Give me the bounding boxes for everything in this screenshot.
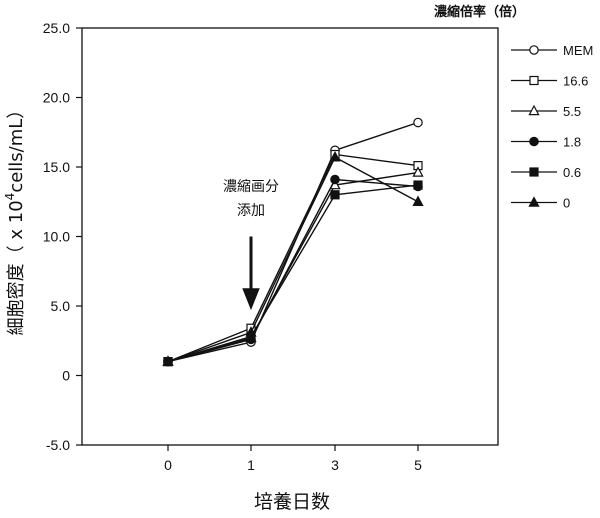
x-tick-label: 3 xyxy=(331,457,339,473)
legend-marker xyxy=(528,104,540,116)
series-line xyxy=(167,156,419,363)
legend-label: MEM xyxy=(563,43,593,58)
series-0.6 xyxy=(163,180,423,367)
y-axis-title: 細胞密度（ x 104cells/mL） xyxy=(3,101,27,336)
legend: 濃縮倍率（倍） MEM 16.6 5.5 1.8 0.6 0 xyxy=(434,4,593,211)
data-point xyxy=(330,174,340,185)
x-tick-label: 0 xyxy=(164,457,172,473)
legend-marker xyxy=(529,45,539,55)
x-axis-title: 培養日数 xyxy=(254,491,330,513)
legend-item-1.8: 1.8 xyxy=(511,135,581,150)
y-tick-label: 5.0 xyxy=(51,298,71,314)
y-tick-label: 10.0 xyxy=(43,229,70,245)
data-point xyxy=(412,195,424,206)
legend-item-MEM: MEM xyxy=(511,43,593,58)
data-point xyxy=(412,166,424,177)
legend-label: 16.6 xyxy=(563,74,588,89)
legend-marker xyxy=(529,167,539,177)
legend-item-16.6: 16.6 xyxy=(511,74,588,89)
legend-item-0: 0 xyxy=(511,196,570,211)
y-tick-label: 20.0 xyxy=(43,90,70,106)
y-axis: -5.0 0 5.0 10.0 15.0 20.0 25.0 xyxy=(43,20,82,453)
legend-label: 1.8 xyxy=(563,135,581,150)
annotation-arrow-head xyxy=(242,288,260,311)
series-line xyxy=(167,171,419,363)
data-point xyxy=(245,326,257,337)
legend-label: 0 xyxy=(563,196,570,211)
data-point xyxy=(162,355,174,366)
series-group xyxy=(162,117,424,367)
data-point xyxy=(329,150,341,162)
series-line xyxy=(167,178,419,363)
x-axis: 0 1 3 5 xyxy=(164,445,422,473)
legend-title: 濃縮倍率（倍） xyxy=(434,4,525,20)
data-point xyxy=(413,180,423,190)
legend-item-5.5: 5.5 xyxy=(511,104,581,119)
legend-marker xyxy=(528,196,540,207)
plot-area xyxy=(81,27,499,446)
legend-item-0.6: 0.6 xyxy=(511,165,581,180)
data-point xyxy=(413,117,423,128)
series-line xyxy=(167,153,419,363)
legend-label: 5.5 xyxy=(563,104,581,119)
legend-marker xyxy=(529,136,539,147)
y-tick-label: 25.0 xyxy=(43,20,70,36)
y-tick-label: 15.0 xyxy=(43,159,70,175)
y-tick-label: 0 xyxy=(62,368,70,384)
series-1.8 xyxy=(163,174,423,367)
series-line xyxy=(167,184,419,363)
legend-label: 0.6 xyxy=(563,165,581,180)
legend-marker xyxy=(529,75,539,86)
plot-frame xyxy=(81,27,499,446)
series-0 xyxy=(162,150,424,366)
y-tick-label: -5.0 xyxy=(46,437,70,453)
data-point xyxy=(330,190,340,200)
annotation-text: 添加 xyxy=(237,203,265,219)
x-tick-label: 5 xyxy=(414,457,422,473)
annotation-text: 濃縮画分 xyxy=(223,179,279,195)
x-tick-label: 1 xyxy=(247,457,255,473)
